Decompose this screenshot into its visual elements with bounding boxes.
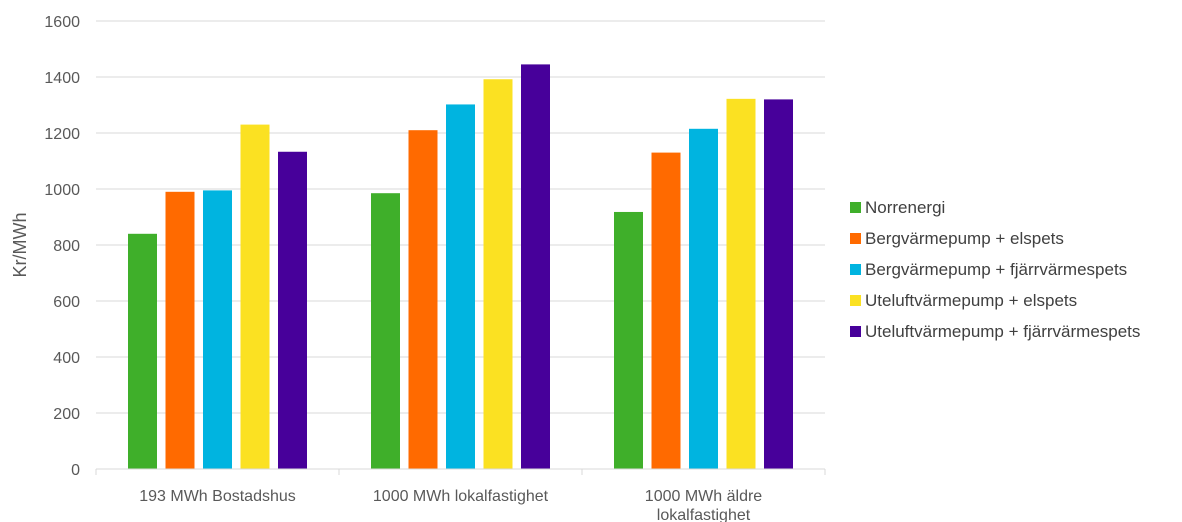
legend-swatch bbox=[850, 264, 861, 275]
legend-swatch bbox=[850, 326, 861, 337]
bar bbox=[614, 211, 643, 469]
y-tick-label: 600 bbox=[53, 294, 80, 311]
bar bbox=[689, 128, 718, 470]
y-tick-label: 1200 bbox=[44, 126, 80, 143]
y-tick-label: 1000 bbox=[44, 182, 80, 199]
bar bbox=[371, 193, 400, 469]
x-axis-ticks: 193 MWh Bostadshus 1000 MWh lokalfastighe… bbox=[95, 469, 826, 522]
bar bbox=[128, 233, 157, 469]
y-tick-label: 1400 bbox=[44, 70, 80, 87]
legend-label: Bergvärmepump + elspets bbox=[865, 229, 1064, 248]
legend-label: Bergvärmepump + fjärrvärmespets bbox=[865, 260, 1127, 279]
bars bbox=[128, 64, 793, 470]
x-tick-label-line: 1000 MWh äldre bbox=[645, 488, 762, 505]
bar bbox=[165, 191, 195, 470]
x-tick-label-line: lokalfastighet bbox=[657, 507, 751, 522]
bar bbox=[408, 130, 438, 469]
legend-label: Uteluftvärmepump + elspets bbox=[865, 291, 1077, 310]
x-tick-label: 193 MWh Bostadshus bbox=[139, 488, 296, 505]
bar bbox=[446, 104, 475, 469]
legend-swatch bbox=[850, 233, 861, 244]
bar bbox=[278, 151, 307, 469]
bar bbox=[726, 98, 756, 469]
legend-label: Uteluftvärmepump + fjärrvärmespets bbox=[865, 322, 1140, 341]
bar bbox=[240, 124, 270, 469]
y-axis-ticks: 0 200 400 600 800 1000 1200 1400 1600 bbox=[44, 14, 80, 479]
legend-swatch bbox=[850, 202, 861, 213]
bar bbox=[764, 99, 793, 470]
y-tick-label: 200 bbox=[53, 406, 80, 423]
y-tick-label: 1600 bbox=[44, 14, 80, 31]
y-tick-label: 0 bbox=[71, 462, 80, 479]
bar bbox=[483, 79, 513, 470]
x-tick-label-line: 193 MWh Bostadshus bbox=[139, 488, 296, 505]
bar bbox=[651, 152, 681, 469]
legend-label: Norrenergi bbox=[865, 198, 945, 217]
y-tick-label: 800 bbox=[53, 238, 80, 255]
bar bbox=[521, 64, 550, 470]
legend: Norrenergi Bergvärmepump + elspets Bergvär… bbox=[850, 198, 1140, 341]
x-tick-label: 1000 MWh lokalfastighet bbox=[373, 488, 549, 505]
y-axis-title: Kr/MWh bbox=[10, 213, 30, 278]
bar bbox=[203, 190, 232, 469]
x-tick-label: 1000 MWh äldre lokalfastighet bbox=[645, 488, 762, 522]
y-tick-label: 400 bbox=[53, 350, 80, 367]
legend-swatch bbox=[850, 295, 861, 306]
x-tick-label-line: 1000 MWh lokalfastighet bbox=[373, 488, 549, 505]
